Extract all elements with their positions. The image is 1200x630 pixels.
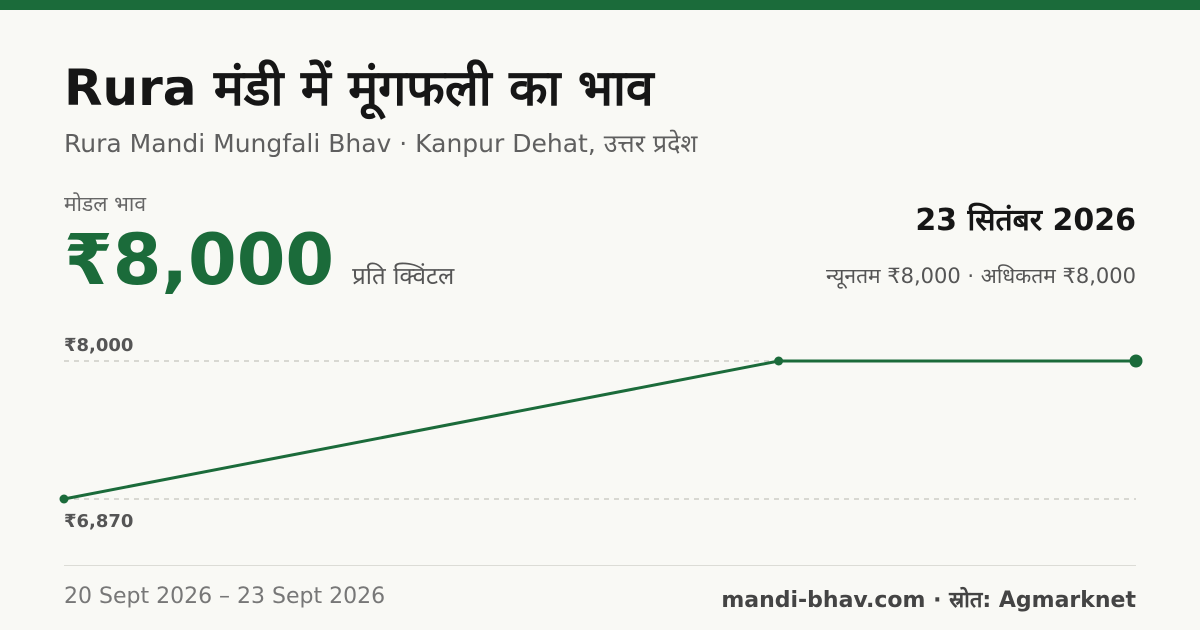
price-unit: प्रति क्विंटल <box>352 262 455 290</box>
price-trend-chart: ₹8,000 ₹6,870 <box>59 335 1143 532</box>
min-max-range: न्यूनतम ₹8,000 · अधिकतम ₹8,000 <box>826 264 1136 288</box>
price-line <box>63 359 1136 501</box>
page-title: Rura मंडी में मूंगफली का भाव <box>64 59 654 117</box>
footer-divider <box>64 565 1136 566</box>
modal-price-value: ₹8,000 <box>64 219 335 301</box>
reference-label-1: ₹6,870 <box>64 511 133 532</box>
footer-source: mandi-bhav.com · स्रोत: Agmarknet <box>721 588 1136 613</box>
top-accent-bar <box>0 0 1200 10</box>
data-point-0 <box>59 494 69 504</box>
modal-price-label: मोडल भाव <box>64 192 147 216</box>
page-subtitle: Rura Mandi Mungfali Bhav · Kanpur Dehat,… <box>64 129 698 158</box>
modal-price-row: ₹8,000 प्रति क्विंटल <box>64 222 454 299</box>
reference-label-0: ₹8,000 <box>64 335 133 356</box>
price-date: 23 सितंबर 2026 <box>915 203 1136 238</box>
data-point-1 <box>774 356 784 366</box>
footer-date-range: 20 Sept 2026 – 23 Sept 2026 <box>64 584 386 609</box>
data-point-2 <box>1129 354 1143 368</box>
